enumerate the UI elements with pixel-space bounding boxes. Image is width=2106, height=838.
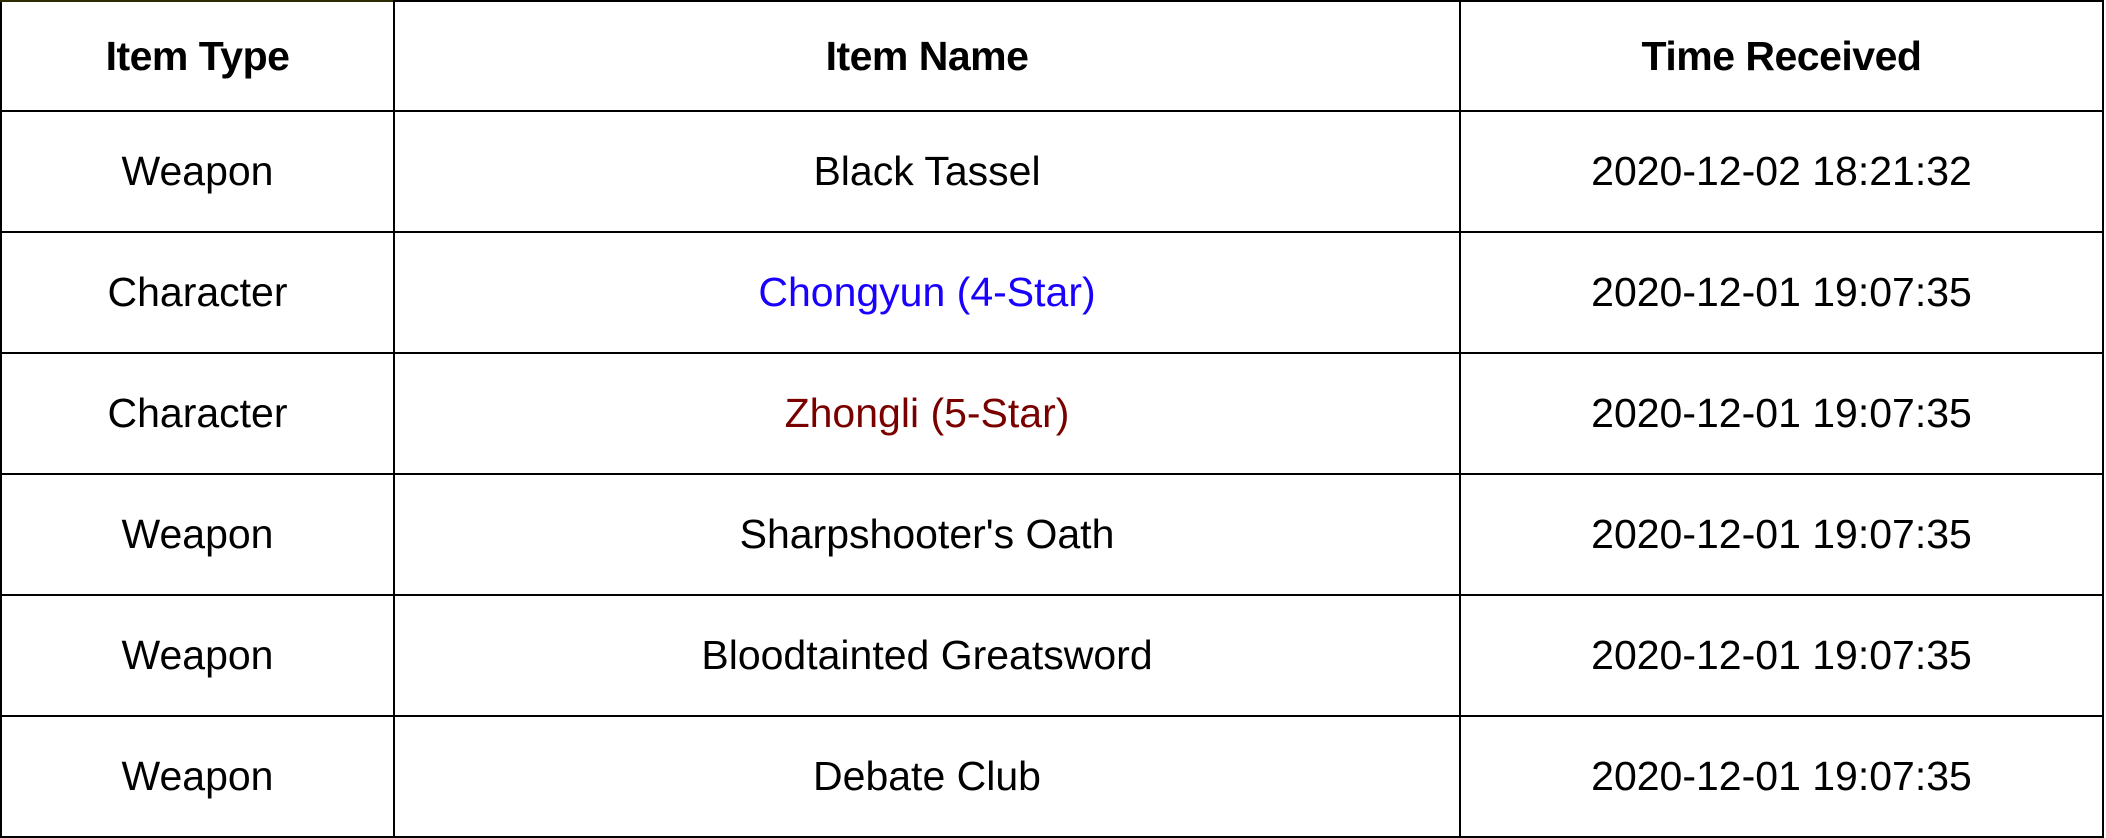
- cell-item-type: Character: [0, 352, 395, 475]
- table-row: Weapon Sharpshooter's Oath 2020-12-01 19…: [0, 473, 2104, 596]
- cell-item-name: Debate Club: [393, 715, 1461, 838]
- table-row: Character Zhongli (5-Star) 2020-12-01 19…: [0, 352, 2104, 475]
- cell-item-name: Black Tassel: [393, 110, 1461, 233]
- cell-time-received: 2020-12-02 18:21:32: [1459, 110, 2104, 233]
- header-row: Item Type Item Name Time Received: [0, 0, 2104, 112]
- cell-item-name-four-star: Chongyun (4-Star): [393, 231, 1461, 354]
- cell-item-type: Weapon: [0, 110, 395, 233]
- cell-item-name: Sharpshooter's Oath: [393, 473, 1461, 596]
- cell-time-received: 2020-12-01 19:07:35: [1459, 352, 2104, 475]
- header-item-name: Item Name: [393, 0, 1461, 112]
- header-time-received: Time Received: [1459, 0, 2104, 112]
- table-row: Weapon Black Tassel 2020-12-02 18:21:32: [0, 110, 2104, 233]
- cell-item-name: Bloodtainted Greatsword: [393, 594, 1461, 717]
- table-body: Weapon Black Tassel 2020-12-02 18:21:32 …: [0, 110, 2104, 838]
- cell-item-type: Weapon: [0, 473, 395, 596]
- header-item-type: Item Type: [0, 0, 395, 112]
- table-row: Weapon Debate Club 2020-12-01 19:07:35: [0, 715, 2104, 838]
- table-row: Weapon Bloodtainted Greatsword 2020-12-0…: [0, 594, 2104, 717]
- table-row: Character Chongyun (4-Star) 2020-12-01 1…: [0, 231, 2104, 354]
- cell-time-received: 2020-12-01 19:07:35: [1459, 231, 2104, 354]
- table-header: Item Type Item Name Time Received: [0, 0, 2104, 112]
- cell-item-name-five-star: Zhongli (5-Star): [393, 352, 1461, 475]
- cell-item-type: Character: [0, 231, 395, 354]
- cell-item-type: Weapon: [0, 594, 395, 717]
- cell-time-received: 2020-12-01 19:07:35: [1459, 715, 2104, 838]
- cell-time-received: 2020-12-01 19:07:35: [1459, 594, 2104, 717]
- cell-item-type: Weapon: [0, 715, 395, 838]
- cell-time-received: 2020-12-01 19:07:35: [1459, 473, 2104, 596]
